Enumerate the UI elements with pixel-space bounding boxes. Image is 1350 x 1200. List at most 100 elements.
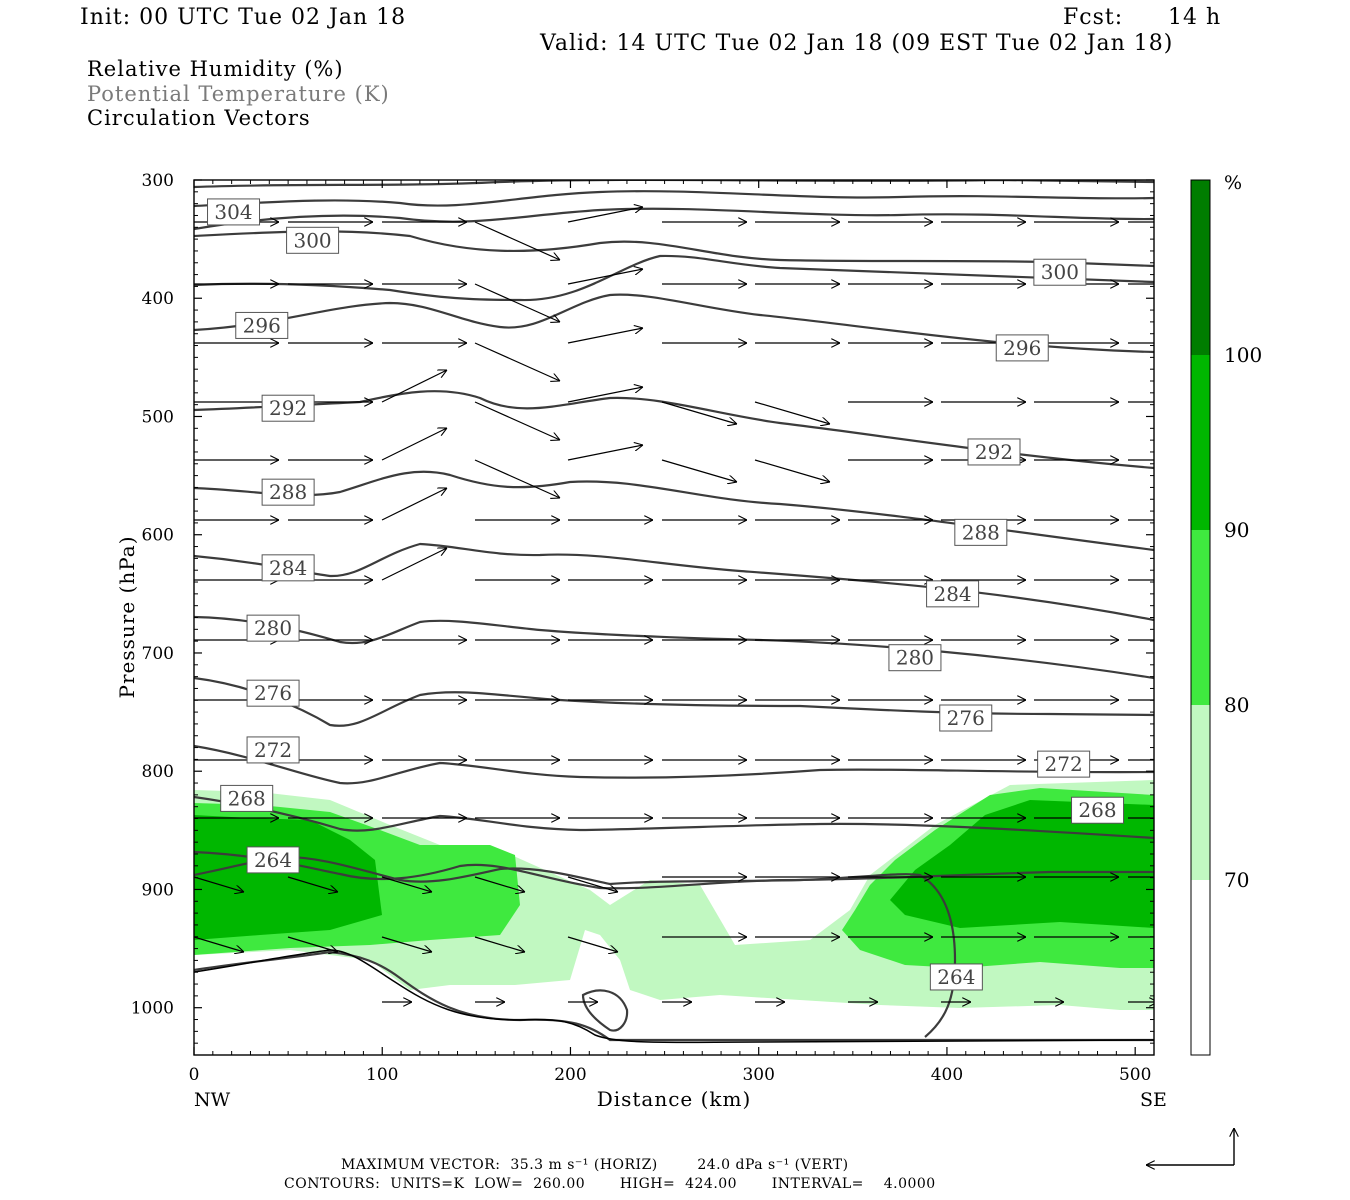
colorbar-80-90 [1191,530,1210,705]
x-tick-label: 100 [366,1065,398,1085]
circulation-vector [567,445,643,461]
theta-line [194,207,1154,231]
x-tick-label: 500 [1119,1065,1151,1085]
theta-line [194,676,1154,727]
circulation-vector [661,401,737,424]
theta-label: 300 [286,226,340,254]
circulation-vector [567,387,643,403]
circulation-vector [567,936,618,952]
circulation-vector [474,342,560,381]
theta-line [194,190,1154,208]
y-tick-label: 600 [142,526,174,546]
contour-info: CONTOURS: UNITS=K LOW= 260.00 HIGH= 424.… [284,1176,936,1192]
theta-label-text: 292 [269,396,307,420]
theta-label: 300 [1033,258,1087,286]
x-axis: 0 100 200 300 400 500 [189,180,1151,1085]
x-tick-label: 200 [554,1065,586,1085]
circulation-vector [567,876,618,892]
terrain-boundary [193,949,1155,1044]
y-tick-label: 900 [142,880,174,900]
circulation-vector [474,221,560,260]
theta-line [194,795,1154,840]
theta-label: 292 [261,394,315,422]
circulation-vector [474,459,560,498]
theta-label: 276 [246,679,300,707]
theta-label: 284 [261,554,315,582]
colorbar-label-100: 100 [1224,343,1262,367]
circulation-vector [287,936,338,952]
circulation-vector [381,428,447,461]
circulation-vector [381,370,447,403]
theta-label: 264 [929,963,983,991]
x-right-label: SE [1140,1089,1167,1111]
colorbar: % 100 90 80 70 [1190,172,1262,1056]
theta-label: 268 [1071,796,1125,824]
y-tick-label: 400 [142,289,174,309]
colorbar-100-plus [1191,180,1210,355]
theta-label-text: 288 [269,480,307,504]
colorbar-label-90: 90 [1224,518,1249,542]
theta-label-text: 300 [1041,260,1079,284]
humidity-shading [194,780,1154,1010]
theta-label: 288 [261,478,315,506]
circulation-vector [754,459,830,482]
theta-label-text: 276 [254,681,292,705]
theta-label-text: 268 [1078,798,1116,822]
theta-label: 280 [246,614,300,642]
reference-vector [1146,1128,1234,1165]
y-tick-label: 1000 [131,999,174,1019]
theta-label-text: 300 [293,228,331,252]
rh-90-100-region-east [890,800,1154,928]
legend-relative-humidity: Relative Humidity (%) [87,57,344,81]
circulation-vector [474,401,560,440]
theta-line [194,180,1154,189]
circulation-vector [381,936,432,952]
theta-line [194,230,1154,268]
y-axis-title: Pressure (hPa) [115,536,139,699]
colorbar-label-70: 70 [1224,868,1249,892]
legend-potential-temperature: Potential Temperature (K) [87,82,390,106]
theta-line [194,850,1154,890]
theta-line-closed [581,989,629,1032]
theta-label-text: 272 [254,738,292,762]
theta-label: 284 [926,580,980,608]
forecast-hour: 14 h [1168,5,1222,30]
circulation-vector [474,936,525,952]
circulation-vector [194,876,244,892]
forecast-label: Fcst: [1063,5,1124,30]
colorbar-label-80: 80 [1224,693,1249,717]
x-tick-label: 300 [742,1065,774,1085]
theta-line [194,254,1154,302]
x-tick-label: 0 [189,1065,200,1085]
valid-time: Valid: 14 UTC Tue 02 Jan 18 (09 EST Tue … [540,31,1174,56]
theta-label: 296 [995,334,1049,362]
theta-label-text: 296 [243,313,281,337]
theta-label-text: 264 [937,965,975,989]
circulation-vector [567,207,643,223]
theta-label: 272 [1037,750,1091,778]
circulation-vector [754,401,830,424]
theta-label-text: 264 [254,848,292,872]
theta-label: 268 [220,784,274,812]
theta-label-text: 284 [933,582,971,606]
theta-label: 288 [954,518,1008,546]
circulation-vector [194,936,244,952]
theta-label-text: 276 [947,706,985,730]
circulation-vector [381,488,447,521]
theta-line [194,855,957,1038]
theta-label: 292 [967,438,1021,466]
init-time: Init: 00 UTC Tue 02 Jan 18 [80,5,407,30]
theta-label-text: 284 [269,556,307,580]
theta-label-text: 292 [975,440,1013,464]
circulation-vector [287,876,338,892]
circulation-vector [474,283,560,322]
y-tick-label: 700 [142,644,174,664]
colorbar-frame [1190,179,1211,1056]
max-vector-info: MAXIMUM VECTOR: 35.3 m s⁻¹ (HORIZ) 24.0 … [341,1157,849,1173]
theta-line [194,615,1154,680]
theta-label-text: 280 [254,616,292,640]
x-axis-title: Distance (km) [597,1087,752,1111]
theta-label-text: 272 [1045,752,1083,776]
theta-label: 264 [246,846,300,874]
